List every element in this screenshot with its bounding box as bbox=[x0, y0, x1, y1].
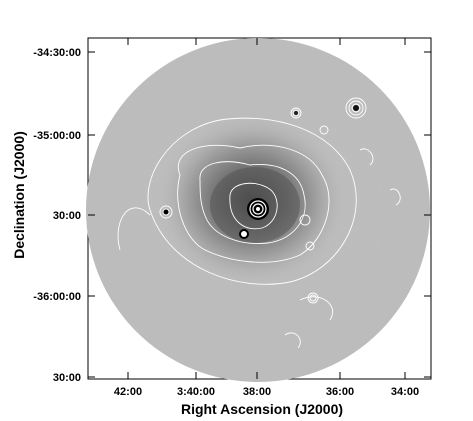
x-tick-label: 3:40:00 bbox=[177, 386, 215, 398]
point-sources bbox=[163, 105, 359, 239]
y-tick-label: 30:00 bbox=[53, 372, 81, 384]
tick-marks bbox=[88, 38, 431, 379]
x-axis-title: Right Ascension (J2000) bbox=[181, 401, 343, 417]
y-axis-title: Declination (J2000) bbox=[11, 131, 27, 259]
y-tick-label: -34:30:00 bbox=[33, 47, 81, 59]
y-tick-label: -35:00:00 bbox=[33, 130, 81, 142]
x-tick-label: 34:00 bbox=[391, 386, 419, 398]
x-tick-label: 38:00 bbox=[243, 386, 271, 398]
y-tick-labels: -34:30:00 -35:00:00 30:00 -36:00:00 30:0… bbox=[33, 47, 81, 384]
image-field bbox=[86, 38, 430, 382]
y-tick-label: -36:00:00 bbox=[33, 291, 81, 303]
y-tick-label: 30:00 bbox=[53, 210, 81, 222]
x-tick-label: 42:00 bbox=[114, 386, 142, 398]
contours bbox=[117, 97, 401, 349]
x-tick-labels: 42:00 3:40:00 38:00 36:00 34:00 bbox=[114, 386, 419, 398]
x-tick-label: 36:00 bbox=[326, 386, 354, 398]
